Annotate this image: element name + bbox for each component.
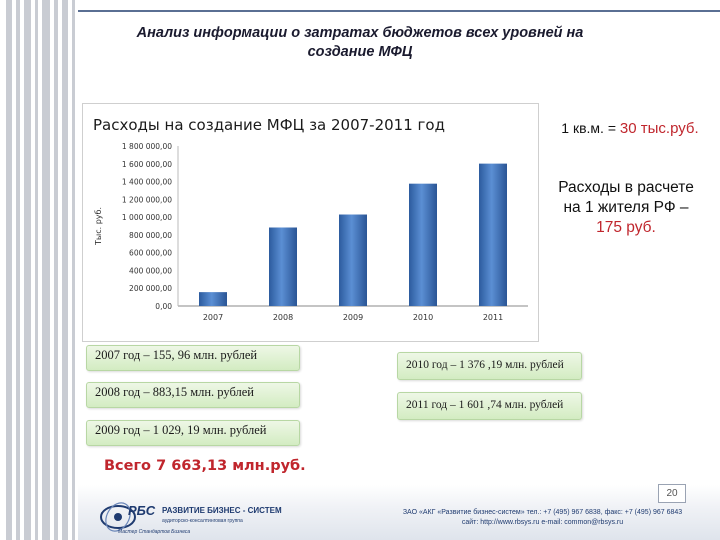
page-number: 20 — [658, 484, 686, 503]
y-tick-label: 800 000,00 — [129, 231, 172, 240]
decorative-stripes — [0, 0, 78, 540]
x-tick-label: 2008 — [273, 313, 293, 322]
slide-title-line2: создание МФЦ — [307, 44, 413, 60]
x-tick-label: 2011 — [483, 313, 503, 322]
per-person-note: Расходы в расчете на 1 жителя РФ – 175 р… — [536, 178, 716, 238]
bar-2007 — [199, 292, 227, 306]
company-logo-icon — [100, 502, 136, 532]
year-box-2010: 2010 год – 1 376 ,19 млн. рублей — [397, 352, 582, 380]
y-axis-label: Тыс. руб. — [94, 207, 103, 246]
footer — [78, 485, 720, 540]
year-box-2008: 2008 год – 883,15 млн. рублей — [86, 382, 300, 408]
logo-name: РАЗВИТИЕ БИЗНЕС - СИСТЕМ — [162, 506, 282, 515]
y-tick-label: 1 000 000,00 — [122, 213, 172, 222]
bar-2011 — [479, 163, 507, 306]
y-tick-label: 1 400 000,00 — [122, 178, 172, 187]
x-tick-label: 2009 — [343, 313, 363, 322]
bar-2009 — [339, 214, 367, 306]
bar-chart: Расходы на создание МФЦ за 2007-2011 год… — [82, 103, 539, 342]
y-tick-label: 400 000,00 — [129, 266, 172, 275]
area-cost-value: 30 тыс.руб. — [619, 120, 699, 137]
year-box-2007: 2007 год – 155, 96 млн. рублей — [86, 345, 300, 371]
year-box-2009: 2009 год – 1 029, 19 млн. рублей — [86, 420, 300, 446]
area-cost-note: 1 кв.м. = 30 тыс.руб. — [540, 120, 720, 137]
contact-info: ЗАО «АКГ «Развитие бизнес-систем» тел.: … — [370, 508, 715, 528]
logo-subtitle: аудиторско-консалтинговая группа — [162, 518, 243, 524]
y-tick-label: 1 200 000,00 — [122, 195, 172, 204]
chart-title: Расходы на создание МФЦ за 2007-2011 год — [93, 116, 445, 134]
per-person-line1: Расходы в расчете — [558, 179, 694, 196]
area-cost-prefix: 1 кв.м. = — [561, 120, 620, 136]
x-tick-label: 2010 — [413, 313, 433, 322]
contact-line2: сайт: http://www.rbsys.ru e-mail: common… — [461, 519, 624, 526]
bar-2010 — [409, 183, 437, 306]
slide-title-line1: Анализ информации о затратах бюджетов вс… — [136, 25, 584, 41]
per-person-value: 175 руб. — [596, 219, 656, 236]
per-person-line2: на 1 жителя РФ – — [563, 199, 689, 216]
top-rule — [78, 10, 720, 12]
y-tick-label: 600 000,00 — [129, 249, 172, 258]
y-tick-label: 0,00 — [155, 302, 172, 311]
total-amount: Всего 7 663,13 млн.руб. — [104, 458, 306, 474]
x-tick-label: 2007 — [203, 313, 223, 322]
slide-title: Анализ информации о затратах бюджетов вс… — [100, 24, 620, 62]
contact-line1: ЗАО «АКГ «Развитие бизнес-систем» тел.: … — [402, 509, 683, 516]
year-box-2011: 2011 год – 1 601 ,74 млн. рублей — [397, 392, 582, 420]
y-tick-label: 200 000,00 — [129, 284, 172, 293]
y-tick-label: 1 600 000,00 — [122, 160, 172, 169]
logo-text: РБС — [128, 503, 156, 518]
bar-2008 — [269, 227, 297, 306]
chart-svg: Расходы на создание МФЦ за 2007-2011 год… — [93, 116, 528, 322]
logo-motto: Мастер Стандартов Бизнеса — [118, 529, 191, 535]
y-tick-label: 1 800 000,00 — [122, 142, 172, 151]
